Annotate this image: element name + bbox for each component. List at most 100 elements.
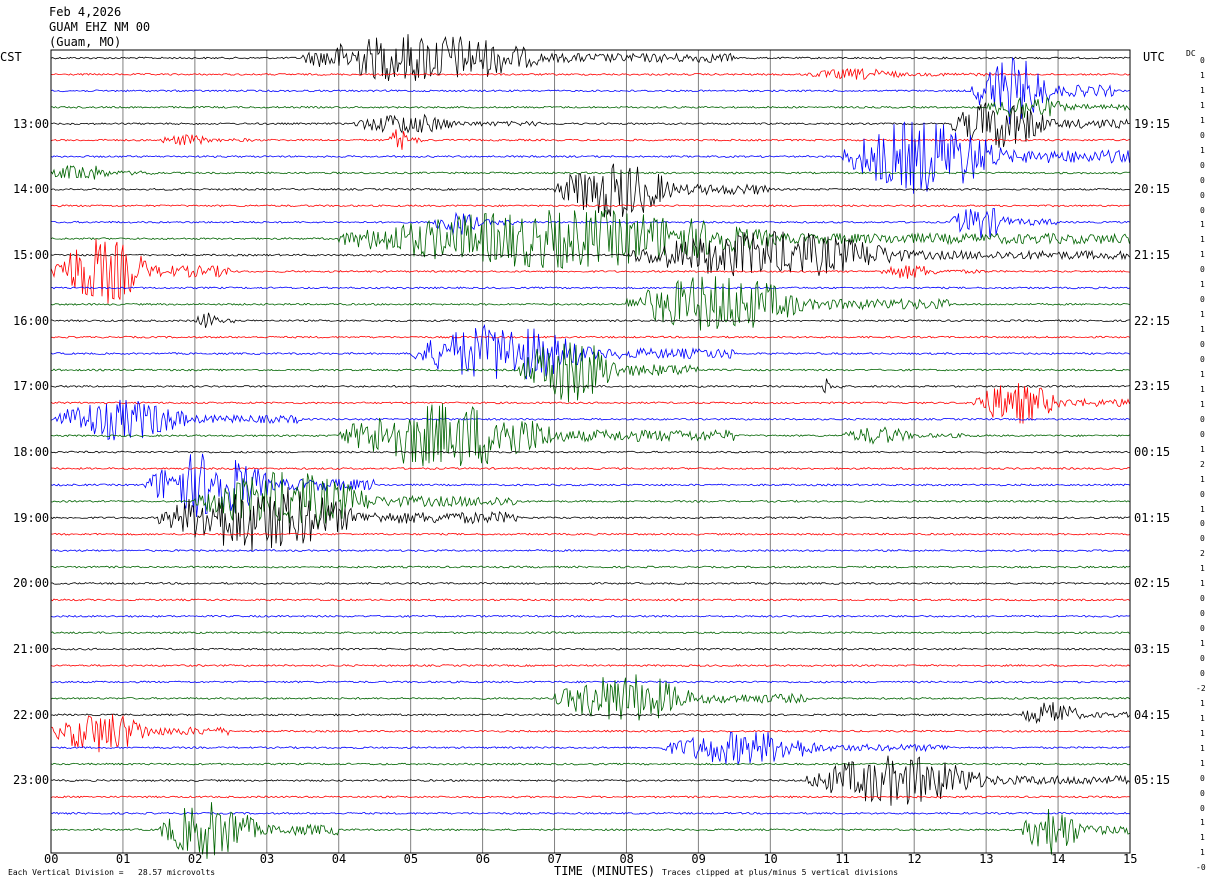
dc-offset-value: 0 (1200, 175, 1205, 185)
location-title: (Guam, MO) (49, 35, 122, 49)
left-time-label: 20:00 (13, 576, 50, 591)
trace-43 (50, 762, 1130, 766)
dc-offset-value: 0 (1200, 519, 1205, 529)
trace-37 (50, 664, 1130, 667)
left-time-label: 19:00 (13, 510, 50, 525)
dc-offset-value: 0 (1200, 609, 1205, 619)
dc-offset-value: 1 (1200, 85, 1205, 95)
trace-28 (50, 487, 1130, 551)
trace-41 (50, 714, 1130, 753)
dc-offset-value: 1 (1200, 639, 1205, 649)
dc-offset-value: 1 (1200, 728, 1205, 738)
dc-offset-value: 0 (1200, 355, 1205, 364)
dc-offset-value: 0 (1200, 205, 1205, 215)
dc-offset-value: 0 (1200, 414, 1205, 424)
dc-offset-value: 1 (1200, 698, 1205, 708)
dc-offset-value: 1 (1200, 310, 1205, 320)
x-tick-label: 13 (979, 852, 994, 866)
clip-note: Traces clipped at plus/minus 5 vertical … (662, 868, 899, 877)
dc-offset-value: 0 (1200, 130, 1205, 140)
trace-35 (50, 631, 1130, 635)
trace-24 (50, 450, 1130, 454)
x-tick-label: 03 (259, 852, 275, 866)
left-axis-label: CST (0, 50, 22, 64)
left-time-label: 22:00 (13, 707, 50, 722)
trace-27 (50, 471, 1130, 528)
trace-46 (50, 811, 1130, 815)
x-tick-label: 08 (619, 852, 634, 866)
dc-offset-value: 1 (1200, 384, 1205, 394)
trace-40 (50, 702, 1130, 725)
right-time-label: 20:15 (1134, 182, 1171, 197)
plot-frame (50, 49, 1131, 854)
dc-offset-value: 0 (1200, 190, 1205, 200)
dc-offset-value: 0 (1200, 594, 1205, 604)
dc-offset-value: 1 (1200, 713, 1205, 723)
left-time-label: 18:00 (13, 445, 50, 460)
x-axis-title: TIME (MINUTES) (554, 864, 656, 878)
x-tick-label: 11 (835, 852, 850, 866)
trace-25 (50, 466, 1130, 470)
trace-6 (50, 121, 1130, 194)
right-time-label: 01:15 (1134, 510, 1171, 525)
trace-3 (50, 96, 1130, 118)
dc-offset-value: 1 (1200, 818, 1205, 828)
trace-20 (50, 378, 1130, 394)
dc-offset-value: 1 (1200, 250, 1205, 260)
right-time-label: 05:15 (1134, 773, 1171, 788)
dc-offset-value: 1 (1200, 325, 1205, 335)
dc-offset-value: 0 (1200, 788, 1205, 798)
x-tick-label: 12 (907, 852, 922, 866)
dc-offset-value: 0 (1200, 624, 1205, 634)
trace-32 (50, 581, 1130, 585)
trace-33 (50, 598, 1130, 602)
trace-17 (50, 335, 1130, 339)
dc-offset-value: 0 (1200, 160, 1205, 170)
x-tick-label: 04 (331, 852, 347, 866)
trace-14 (50, 286, 1130, 290)
trace-1 (50, 67, 1130, 81)
right-time-label: 02:15 (1134, 576, 1171, 591)
trace-38 (50, 680, 1130, 684)
left-time-label: 23:00 (13, 773, 50, 788)
x-tick-label: 06 (475, 852, 491, 866)
dc-offset-value: 2 (1200, 459, 1205, 469)
trace-10 (50, 208, 1130, 239)
x-tick-label: 07 (547, 852, 562, 866)
dc-label: DC (1186, 49, 1196, 58)
dc-offset-value: 0 (1200, 429, 1205, 439)
trace-39 (50, 674, 1130, 721)
dc-offset-value: 1 (1200, 145, 1205, 155)
trace-42 (51, 731, 1130, 765)
left-time-label: 13:00 (13, 116, 50, 131)
dc-offset-value: 1 (1200, 115, 1205, 125)
trace-36 (50, 647, 1130, 651)
dc-offset-value: 0 (1200, 654, 1205, 663)
dc-offset-value: 0 (1200, 265, 1205, 275)
dc-offset-value: 0 (1200, 56, 1205, 65)
x-tick-label: 09 (691, 852, 706, 866)
trace-18 (50, 324, 1130, 380)
right-time-label: 03:15 (1134, 642, 1171, 657)
dc-offset-value: 2 (1200, 549, 1205, 559)
trace-19 (50, 342, 1130, 403)
dc-offset-value: 0 (1200, 340, 1205, 350)
seismic-traces (50, 34, 1130, 859)
left-time-label: 16:00 (13, 313, 50, 328)
dc-offset-value: 0 (1200, 803, 1205, 813)
trace-13 (50, 239, 1130, 304)
dc-offset-value: 1 (1200, 758, 1205, 768)
trace-11 (50, 210, 1130, 270)
trace-22 (50, 399, 1130, 441)
dc-offset-value: 1 (1200, 743, 1205, 753)
dc-offset-value: 0 (1200, 773, 1205, 783)
trace-16 (50, 312, 1130, 328)
x-tick-label: 10 (763, 852, 778, 866)
left-time-label: 14:00 (13, 182, 50, 197)
dc-offset-value: 1 (1200, 504, 1205, 514)
right-time-label: 22:15 (1134, 313, 1171, 328)
dc-offset-value: -0 (1196, 863, 1206, 873)
right-time-label: 21:15 (1134, 248, 1171, 263)
trace-30 (50, 549, 1130, 553)
